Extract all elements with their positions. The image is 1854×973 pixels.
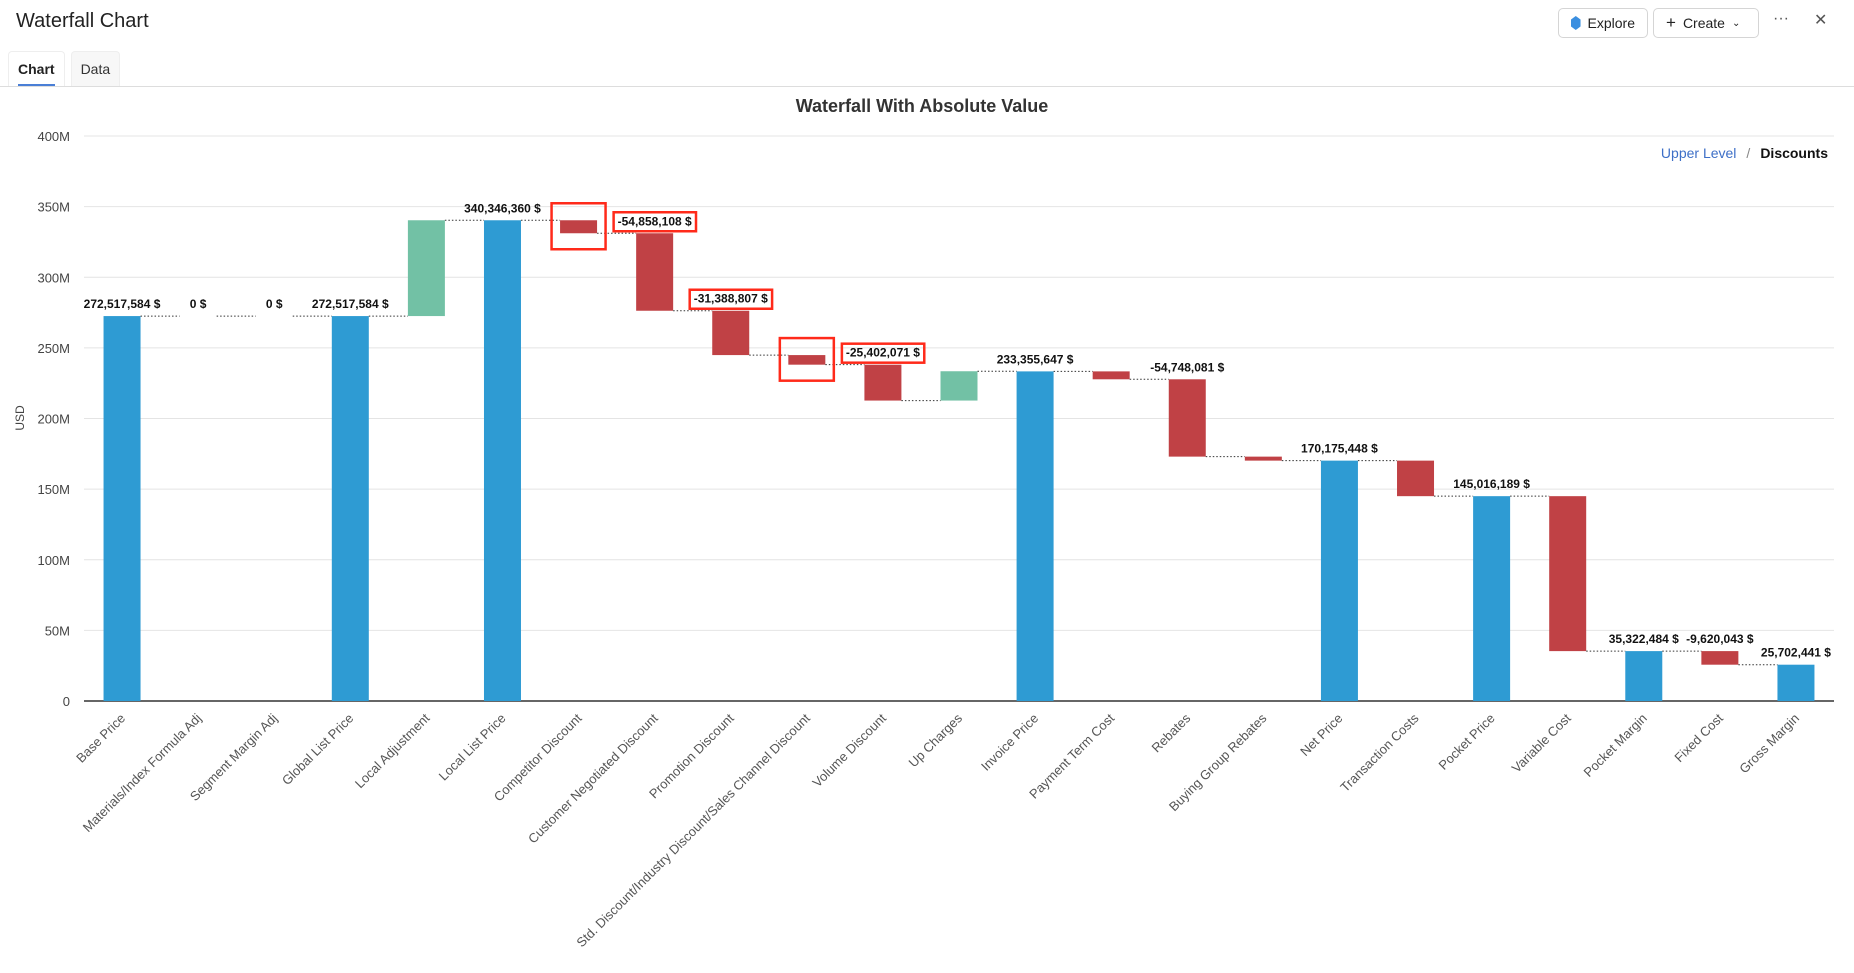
bar-customer-negotiated-discount	[636, 233, 674, 311]
data-label: -25,402,071 $	[846, 346, 920, 360]
y-tick-label: 50M	[45, 623, 70, 638]
bar-gross-margin	[1777, 664, 1815, 701]
create-label: Create	[1682, 15, 1725, 31]
data-label: -9,620,043 $	[1686, 632, 1754, 646]
y-tick-label: 200M	[37, 412, 70, 427]
bar-transaction-costs	[1397, 460, 1435, 497]
explore-label: Explore	[1587, 15, 1635, 31]
x-tick-label: Promotion Discount	[646, 710, 737, 801]
highlight-box	[688, 288, 774, 310]
bar-local-list-price	[483, 220, 521, 701]
data-label: 35,322,484 $	[1609, 632, 1679, 646]
highlight-box	[612, 211, 698, 233]
bar-global-list-price	[331, 316, 369, 701]
y-tick-label: 0	[63, 694, 70, 709]
bar-promotion-discount	[712, 310, 750, 356]
data-label: 145,016,189 $	[1453, 477, 1530, 491]
breadcrumb-separator: /	[1746, 145, 1751, 161]
bar-invoice-price	[1016, 371, 1054, 701]
x-tick-label: Variable Cost	[1509, 710, 1574, 775]
x-tick-label: Local List Price	[436, 711, 509, 784]
bar-fixed-cost	[1701, 651, 1739, 665]
ellipsis-icon[interactable]: ···	[1773, 10, 1789, 27]
data-label: 25,702,441 $	[1761, 646, 1831, 660]
bar-base-price	[103, 316, 141, 701]
x-tick-label: Net Price	[1297, 711, 1345, 759]
bar-pocket-margin	[1625, 651, 1663, 701]
breadcrumb-current: Discounts	[1760, 145, 1828, 161]
x-tick-label: Fixed Cost	[1671, 710, 1726, 765]
breadcrumb-upper-level[interactable]: Upper Level	[1660, 145, 1737, 161]
data-label: -54,748,081 $	[1150, 360, 1224, 374]
close-icon[interactable]: ✕	[1814, 12, 1828, 29]
x-tick-label: Invoice Price	[978, 711, 1041, 774]
bar-local-adjustment	[407, 220, 445, 317]
x-tick-label: Transaction Costs	[1337, 710, 1422, 795]
tab-data[interactable]: Data	[70, 51, 121, 86]
explore-button[interactable]: Explore	[1558, 8, 1648, 38]
bar-variable-cost	[1549, 496, 1587, 652]
y-tick-label: 100M	[37, 553, 70, 568]
plus-icon: +	[1666, 13, 1676, 32]
x-tick-label: Pocket Margin	[1581, 711, 1650, 780]
highlight-box	[840, 342, 926, 364]
y-axis-label: USD	[13, 405, 27, 431]
x-tick-label: Customer Negotiated Discount	[525, 710, 661, 846]
x-tick-label: Segment Margin Adj	[187, 710, 280, 803]
y-tick-label: 400M	[37, 129, 70, 144]
bar-up-charges	[940, 371, 978, 401]
x-tick-label: Local Adjustment	[352, 710, 433, 791]
chart-title: Waterfall With Absolute Value	[796, 96, 1049, 116]
tab-divider	[0, 86, 1854, 87]
x-tick-label: Global List Price	[279, 711, 357, 789]
data-label: 340,346,360 $	[464, 201, 541, 215]
y-tick-label: 350M	[37, 200, 70, 215]
x-tick-label: Volume Discount	[809, 710, 889, 790]
page-title: Waterfall Chart	[16, 10, 149, 32]
data-label: 170,175,448 $	[1301, 442, 1378, 456]
bar-pocket-price	[1473, 496, 1511, 701]
explore-icon	[1571, 16, 1581, 30]
bar-volume-discount	[864, 364, 902, 401]
chevron-down-icon: ⌄	[1731, 17, 1741, 29]
data-label: -54,858,108 $	[618, 214, 692, 228]
y-tick-label: 150M	[37, 482, 70, 497]
x-tick-label: Up Charges	[905, 710, 965, 770]
data-label: 0 $	[266, 297, 283, 311]
bar-competitor-discount	[560, 220, 598, 234]
data-label: 233,355,647 $	[997, 352, 1074, 366]
highlight-box	[778, 336, 836, 382]
x-tick-label: Gross Margin	[1736, 711, 1802, 777]
bar-rebates	[1168, 379, 1206, 457]
x-tick-label: Pocket Price	[1436, 711, 1498, 773]
x-tick-label: Base Price	[73, 711, 128, 766]
create-button[interactable]: + Create ⌄	[1653, 8, 1759, 38]
data-label: -31,388,807 $	[694, 292, 768, 306]
bar-net-price	[1320, 460, 1358, 701]
data-label: 272,517,584 $	[84, 297, 161, 311]
bar-buying-group-rebates	[1244, 456, 1282, 461]
tab-chart[interactable]: Chart	[8, 51, 65, 86]
data-label: 272,517,584 $	[312, 297, 389, 311]
y-tick-label: 250M	[37, 341, 70, 356]
bar-payment-term-cost	[1092, 371, 1130, 380]
x-tick-label: Rebates	[1149, 710, 1194, 755]
breadcrumb: Upper Level / Discounts	[1661, 145, 1828, 161]
highlight-box	[550, 202, 607, 251]
bar-std-discount-industry-discount-sales-channel-discount	[788, 355, 826, 365]
y-tick-label: 300M	[37, 270, 70, 285]
data-label: 0 $	[190, 297, 207, 311]
x-tick-label: Payment Term Cost	[1026, 710, 1117, 801]
tab-bar: Chart Data	[8, 51, 121, 86]
